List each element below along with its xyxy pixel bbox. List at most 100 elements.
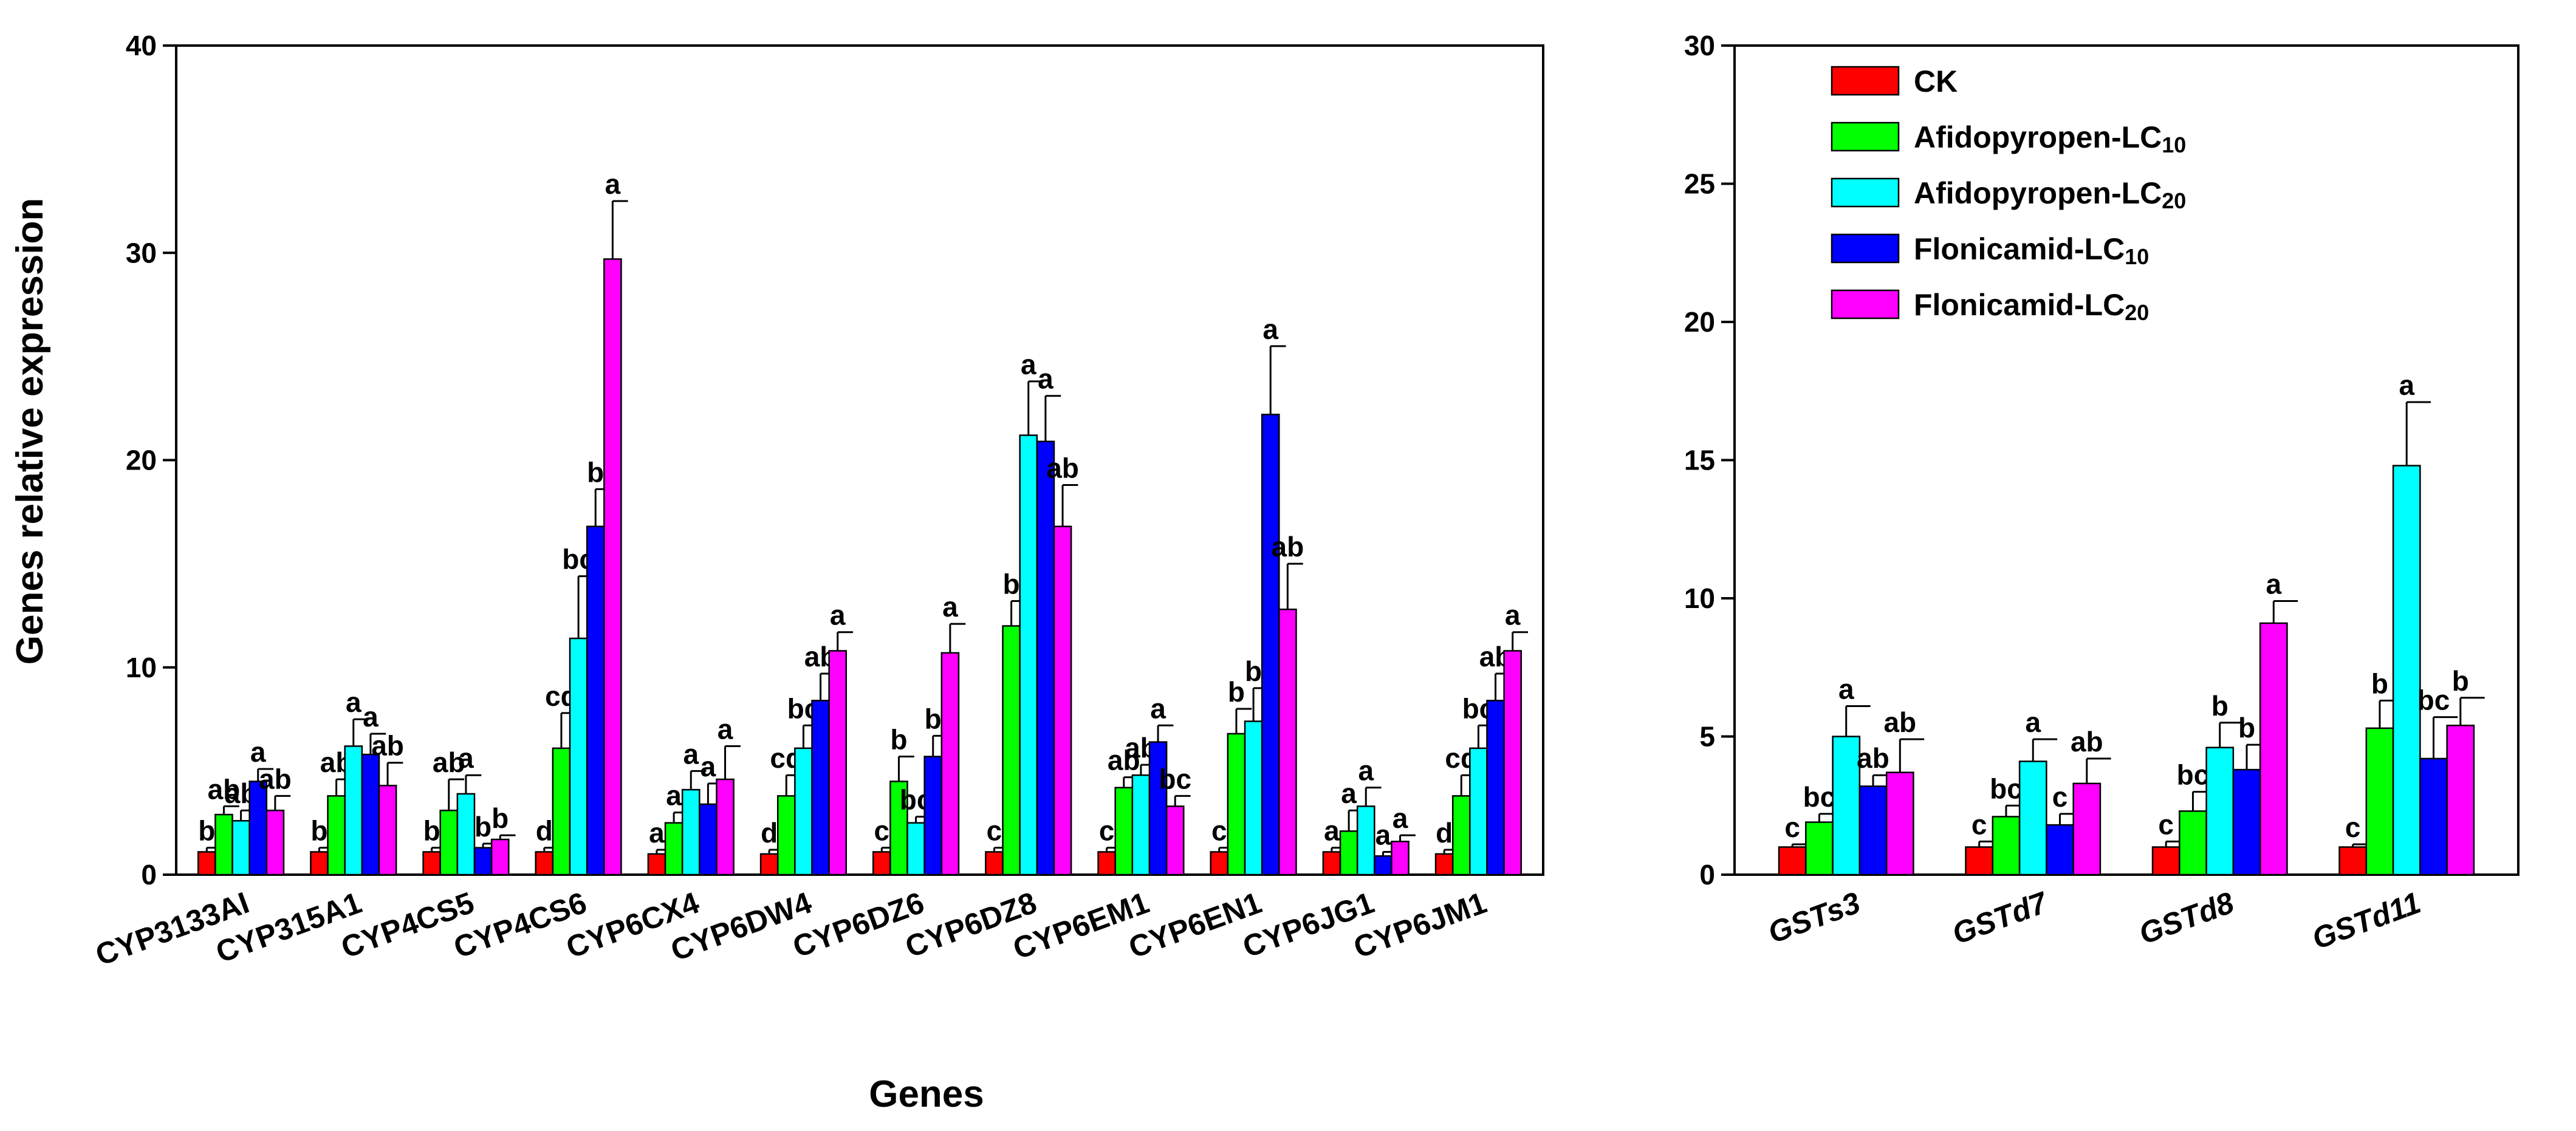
bar bbox=[2259, 622, 2288, 876]
bar bbox=[2151, 846, 2180, 876]
significance-label: a bbox=[666, 780, 682, 812]
bar bbox=[1451, 795, 1471, 876]
bar bbox=[552, 747, 571, 876]
bar bbox=[664, 822, 683, 876]
x-tick-label: GSTd7 bbox=[1948, 885, 2053, 951]
bar bbox=[1053, 525, 1072, 876]
significance-label: a bbox=[718, 713, 733, 745]
x-tick-label: GSTd8 bbox=[2135, 886, 2239, 951]
significance-label: bc bbox=[1990, 773, 2023, 804]
bar bbox=[985, 851, 1004, 876]
significance-label: b bbox=[2238, 712, 2255, 743]
x-tick-label: GSTd11 bbox=[2307, 886, 2425, 956]
legend-label: Flonicamid-LC10 bbox=[1914, 232, 2149, 269]
bar bbox=[1131, 774, 1151, 876]
bar bbox=[759, 853, 779, 876]
bar bbox=[1278, 608, 1297, 876]
bar bbox=[214, 813, 233, 876]
significance-label: ab bbox=[259, 763, 292, 794]
bar bbox=[473, 847, 493, 876]
significance-label: b bbox=[492, 802, 509, 834]
y-tick-label: 15 bbox=[1684, 445, 1715, 476]
bar bbox=[2046, 824, 2074, 876]
legend-label-subscript: 10 bbox=[2125, 244, 2149, 269]
bar bbox=[586, 525, 605, 876]
bar bbox=[265, 809, 285, 876]
bar bbox=[1374, 855, 1392, 876]
significance-label: a bbox=[1341, 777, 1357, 809]
y-tick-label: 40 bbox=[126, 30, 157, 61]
y-axis-title: Genes relative expression bbox=[9, 198, 51, 665]
y-tick-label: 10 bbox=[1684, 583, 1715, 614]
bar bbox=[231, 820, 250, 876]
bar bbox=[1503, 650, 1523, 876]
legend-label-subscript: 20 bbox=[2162, 188, 2186, 213]
bar bbox=[1227, 733, 1246, 876]
significance-label: a bbox=[1324, 815, 1340, 847]
significance-label: c bbox=[2052, 781, 2068, 813]
legend-label: Afidopyropen-LC20 bbox=[1914, 176, 2186, 213]
y-tick-label: 20 bbox=[1684, 306, 1715, 338]
bar bbox=[569, 637, 588, 876]
bar bbox=[490, 838, 510, 876]
y-tick-label: 25 bbox=[1684, 168, 1715, 200]
bar bbox=[1148, 741, 1168, 876]
significance-label: ab bbox=[1883, 706, 1916, 738]
bar bbox=[681, 788, 701, 876]
bar bbox=[1778, 846, 1807, 876]
bar bbox=[1019, 434, 1038, 876]
bar bbox=[2072, 782, 2102, 876]
bar bbox=[1391, 841, 1410, 876]
y-tick-label: 5 bbox=[1699, 721, 1715, 753]
bar bbox=[2232, 768, 2261, 876]
significance-label: a bbox=[1358, 755, 1374, 787]
legend-label: Afidopyropen-LC10 bbox=[1914, 120, 2186, 157]
bar bbox=[1356, 805, 1375, 876]
bar bbox=[794, 747, 813, 876]
significance-label: bc bbox=[1159, 763, 1191, 794]
x-axis-title: Genes bbox=[869, 1073, 984, 1115]
significance-label: ab bbox=[371, 730, 404, 762]
significance-label: c bbox=[1099, 815, 1115, 847]
x-tick-label: CYP6DZ6 bbox=[789, 886, 929, 965]
bar bbox=[1486, 700, 1505, 876]
bar bbox=[603, 258, 622, 876]
bar bbox=[1469, 747, 1488, 876]
bar bbox=[1992, 816, 2021, 876]
significance-label: ab bbox=[433, 747, 465, 778]
significance-label: b bbox=[2452, 665, 2469, 697]
significance-label: ab bbox=[2071, 726, 2103, 757]
significance-label: a bbox=[649, 817, 665, 849]
bar bbox=[1036, 440, 1055, 876]
bar bbox=[197, 851, 216, 876]
legend-swatch bbox=[1831, 233, 1900, 264]
bar bbox=[1244, 720, 1263, 876]
significance-label: a bbox=[1038, 363, 1053, 395]
legend-label-text: Flonicamid-LC bbox=[1914, 288, 2125, 322]
significance-label: b bbox=[2211, 690, 2228, 722]
significance-label: ab bbox=[208, 773, 241, 805]
significance-label: a bbox=[1262, 313, 1278, 345]
bar bbox=[2365, 727, 2394, 876]
legend-label-text: Flonicamid-LC bbox=[1914, 232, 2125, 266]
significance-label: c bbox=[987, 815, 1002, 847]
significance-label: d bbox=[761, 817, 778, 849]
bar bbox=[940, 652, 960, 876]
bar bbox=[1002, 625, 1021, 876]
significance-label: c bbox=[2158, 808, 2174, 840]
significance-label: a bbox=[1392, 802, 1408, 834]
bar bbox=[344, 745, 363, 876]
significance-label: a bbox=[2399, 369, 2414, 401]
significance-label: c bbox=[874, 815, 889, 847]
y-tick-label: 0 bbox=[1699, 859, 1715, 890]
significance-label: a bbox=[2025, 706, 2041, 738]
bar bbox=[248, 781, 268, 876]
legend-label-text: Afidopyropen-LC bbox=[1914, 120, 2162, 154]
significance-label: b bbox=[1228, 676, 1245, 708]
significance-label: a bbox=[363, 701, 379, 733]
significance-label: ab bbox=[1857, 742, 1889, 774]
significance-label: b bbox=[1245, 655, 1262, 687]
bar bbox=[361, 753, 380, 876]
y-tick-label: 10 bbox=[126, 652, 157, 683]
